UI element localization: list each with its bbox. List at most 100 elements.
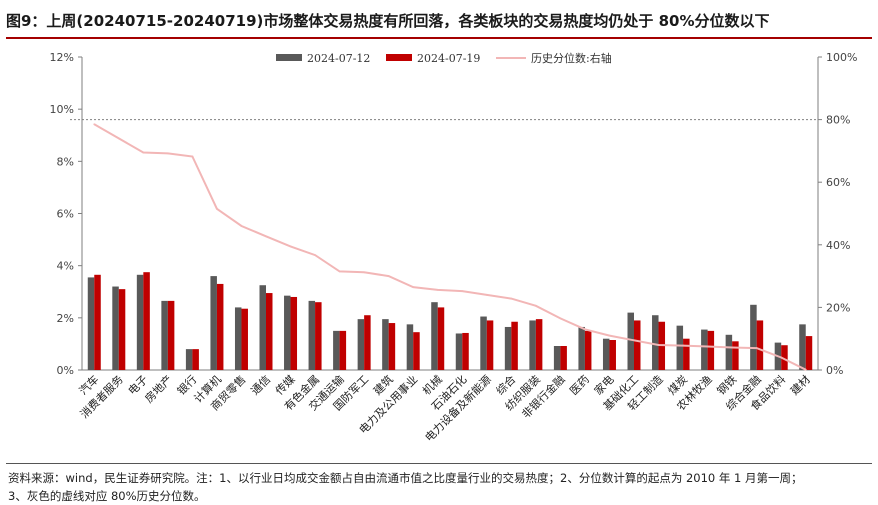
- percentile-point: [804, 368, 807, 371]
- percentile-point: [166, 152, 169, 155]
- bar-2024-07-19: [241, 308, 248, 370]
- chart-percentile-line: [93, 123, 807, 371]
- bar-2024-07-12: [308, 300, 316, 370]
- percentile-point: [142, 151, 145, 154]
- bar-2024-07-19: [805, 336, 813, 370]
- bar-2024-07-12: [234, 307, 242, 370]
- chart-legend: 2024-07-12 2024-07-19 历史分位数:右轴: [276, 51, 612, 65]
- percentile-point: [240, 225, 243, 227]
- percentile-point: [657, 344, 660, 346]
- right-tick-label: 40%: [826, 239, 850, 252]
- percentile-point: [559, 317, 562, 320]
- bar-2024-07-12: [259, 285, 266, 370]
- percentile-point: [191, 155, 194, 158]
- percentile-point: [363, 271, 366, 274]
- bar-2024-07-12: [627, 312, 634, 370]
- bar-2024-07-19: [437, 307, 445, 370]
- category-label: 通信: [248, 373, 273, 398]
- bar-2024-07-19: [462, 332, 469, 370]
- chart-axes: 0% 2% 4% 6% 8% 10% 12% 0% 20% 40% 60% 80% 100%: [50, 51, 858, 377]
- footnote-line-2: 3、灰色的虚线对应 80%历史分位数。: [8, 489, 206, 503]
- bar-2024-07-19: [167, 300, 175, 370]
- footnote-line-1: 资料来源：wind，民生证券研究院。注：1、以行业日均成交金额占自由流通市值之比…: [8, 471, 803, 485]
- category-label: 建材: [787, 372, 812, 397]
- left-tick-label: 2%: [57, 312, 74, 325]
- percentile-point: [608, 334, 611, 337]
- bar-2024-07-19: [315, 302, 322, 370]
- percentile-point: [265, 235, 267, 238]
- right-tick-label: 20%: [826, 301, 850, 314]
- bar-2024-07-12: [480, 316, 487, 370]
- bar-2024-07-19: [486, 320, 494, 370]
- bar-2024-07-19: [339, 330, 347, 370]
- legend-label-percentile: 历史分位数:右轴: [531, 51, 612, 65]
- bar-2024-07-19: [609, 340, 616, 370]
- percentile-point: [387, 275, 390, 277]
- percentile-point: [216, 207, 218, 210]
- percentile-point: [633, 339, 635, 342]
- percentile-point: [289, 245, 292, 248]
- bar-2024-07-12: [750, 304, 757, 370]
- bar-2024-07-19: [584, 330, 592, 370]
- bar-2024-07-19: [732, 341, 739, 370]
- percentile-point: [510, 297, 513, 300]
- percentile-point: [584, 328, 586, 331]
- bar-2024-07-12: [529, 320, 536, 370]
- bar-2024-07-19: [118, 289, 126, 370]
- bar-2024-07-19: [290, 296, 298, 370]
- bar-2024-07-19: [413, 332, 420, 370]
- legend-label-2024-07-19: 2024-07-19: [417, 52, 480, 65]
- bar-2024-07-12: [431, 302, 438, 370]
- right-tick-label: 80%: [826, 114, 850, 127]
- bar-2024-07-12: [455, 333, 463, 370]
- bar-2024-07-19: [756, 320, 764, 370]
- bar-2024-07-12: [725, 334, 733, 370]
- percentile-point: [93, 123, 96, 126]
- bar-2024-07-12: [210, 276, 217, 370]
- bar-2024-07-12: [161, 300, 168, 370]
- percentile-point: [731, 346, 734, 349]
- percentile-point: [461, 290, 464, 293]
- bar-2024-07-12: [284, 295, 291, 370]
- bar-2024-07-19: [388, 323, 396, 370]
- bar-2024-07-12: [504, 326, 512, 370]
- bar-2024-07-19: [781, 345, 788, 370]
- bar-2024-07-12: [553, 346, 561, 370]
- bar-2024-07-19: [683, 338, 690, 370]
- category-label: 房地产: [142, 372, 175, 405]
- percentile-point: [436, 288, 439, 291]
- bar-2024-07-12: [136, 274, 144, 370]
- bar-2024-07-19: [192, 349, 199, 370]
- bar-2024-07-12: [406, 324, 414, 370]
- percentile-point: [682, 344, 684, 347]
- bar-2024-07-19: [364, 315, 371, 370]
- chart-bars: [87, 272, 813, 370]
- bar-2024-07-12: [87, 277, 95, 370]
- bar-2024-07-12: [185, 349, 193, 370]
- bar-2024-07-12: [357, 319, 365, 370]
- percentile-line: [93, 123, 807, 371]
- percentile-point: [314, 254, 316, 257]
- percentile-point: [117, 137, 120, 140]
- bar-2024-07-19: [511, 321, 518, 370]
- percentile-point: [706, 345, 709, 348]
- legend-swatch-2024-07-12: [276, 54, 302, 61]
- bar-2024-07-19: [216, 283, 224, 370]
- left-tick-label: 12%: [50, 51, 74, 64]
- bar-2024-07-19: [94, 274, 101, 370]
- left-tick-label: 6%: [57, 208, 74, 221]
- legend-swatch-2024-07-19: [386, 54, 412, 61]
- left-tick-label: 8%: [57, 155, 74, 168]
- right-tick-label: 0%: [826, 364, 843, 377]
- footnote-divider: [6, 463, 872, 464]
- bar-2024-07-19: [634, 320, 641, 370]
- bar-2024-07-12: [676, 325, 684, 370]
- legend-label-2024-07-12: 2024-07-12: [307, 52, 370, 65]
- bar-2024-07-12: [602, 338, 610, 370]
- percentile-point: [755, 347, 758, 349]
- bar-line-chart: 0% 2% 4% 6% 8% 10% 12% 0% 20% 40% 60% 80% 100% 汽车消费者…: [50, 51, 858, 444]
- figure-title: 图9：上周(20240715-20240719)市场整体交易热度有所回落，各类板…: [6, 12, 770, 30]
- title-underline: [6, 37, 872, 39]
- percentile-point: [534, 304, 537, 307]
